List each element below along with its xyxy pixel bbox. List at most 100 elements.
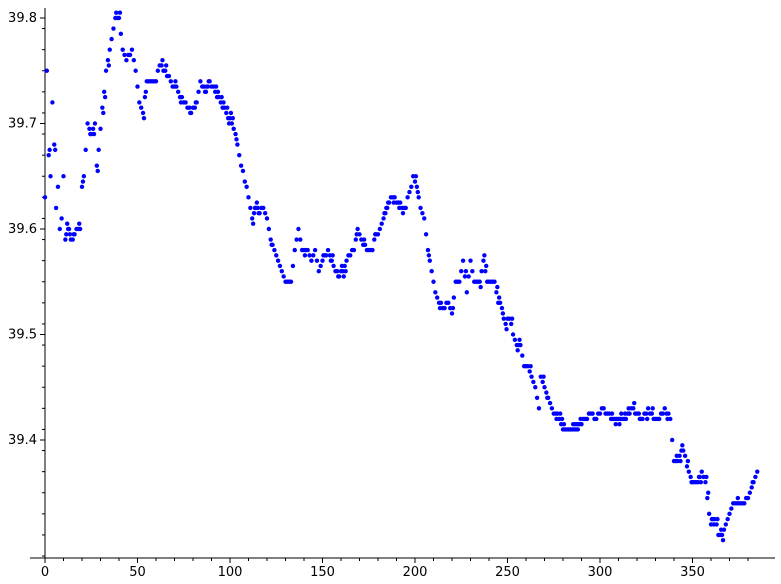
data-point <box>413 174 419 179</box>
data-point <box>348 253 353 258</box>
data-point <box>405 195 410 200</box>
data-point <box>484 263 489 269</box>
data-point <box>237 152 242 158</box>
data-point <box>320 258 325 263</box>
data-point <box>262 210 268 216</box>
data-point <box>619 411 624 416</box>
data-point <box>87 126 92 131</box>
data-point <box>481 258 486 263</box>
data-point <box>678 458 683 464</box>
data-point <box>55 184 61 189</box>
y-tick-label: 39.4 <box>8 433 37 448</box>
data-point <box>272 247 277 253</box>
data-point <box>102 89 107 95</box>
data-point <box>254 200 260 205</box>
data-point <box>85 121 90 126</box>
data-point <box>466 274 471 279</box>
data-point <box>753 474 758 480</box>
data-point <box>668 416 673 422</box>
data-point <box>681 448 686 453</box>
data-point <box>101 110 106 116</box>
data-point <box>529 374 534 379</box>
data-point <box>242 179 247 184</box>
data-point <box>504 327 509 332</box>
data-point <box>463 269 469 274</box>
data-point <box>72 232 77 237</box>
data-point <box>67 232 73 237</box>
data-point <box>594 416 599 422</box>
data-point <box>372 237 377 242</box>
data-point <box>462 274 468 279</box>
data-point <box>688 474 693 480</box>
data-point <box>632 400 637 406</box>
data-point <box>427 258 432 263</box>
data-point <box>188 110 194 116</box>
data-point <box>649 411 654 416</box>
data-point <box>94 163 100 168</box>
data-point <box>541 374 546 379</box>
data-point <box>142 94 148 100</box>
data-point <box>292 247 297 253</box>
data-point <box>609 411 615 416</box>
data-point <box>294 237 299 242</box>
data-point <box>281 274 286 279</box>
data-point <box>644 416 650 422</box>
data-point <box>520 353 525 358</box>
data-point <box>95 168 100 174</box>
data-point <box>495 284 500 290</box>
data-point <box>235 142 240 147</box>
data-point <box>403 205 408 211</box>
data-point <box>135 84 140 89</box>
data-point <box>257 210 262 216</box>
data-point <box>91 131 97 137</box>
data-point <box>318 263 323 269</box>
data-point <box>98 126 103 131</box>
data-point <box>682 453 688 459</box>
data-point <box>742 501 747 506</box>
x-tick-label: 50 <box>129 565 146 580</box>
data-point <box>751 480 756 485</box>
data-point <box>155 68 161 73</box>
data-point <box>248 205 253 211</box>
data-point <box>540 379 545 385</box>
data-point <box>355 226 360 232</box>
y-tick-label: 39.7 <box>8 117 37 132</box>
data-point <box>92 121 98 126</box>
data-point <box>163 68 168 73</box>
data-point <box>640 416 645 422</box>
data-point <box>336 274 342 279</box>
data-point <box>290 263 296 269</box>
data-point <box>83 147 88 153</box>
data-point <box>645 406 651 411</box>
data-point <box>66 226 72 232</box>
y-tick-label: 39.5 <box>8 328 37 343</box>
data-point <box>81 174 87 179</box>
data-point <box>749 485 754 490</box>
data-point <box>684 464 690 469</box>
data-point <box>250 216 255 221</box>
data-point <box>494 290 499 295</box>
data-point <box>213 84 219 89</box>
x-tick-label: 150 <box>310 565 335 580</box>
data-point <box>47 147 52 153</box>
data-point <box>482 253 487 258</box>
data-point <box>518 342 523 348</box>
data-point <box>755 469 760 474</box>
data-point <box>597 411 603 416</box>
data-point <box>460 258 466 263</box>
data-point <box>720 538 726 543</box>
data-point <box>680 443 685 448</box>
data-point <box>416 195 421 200</box>
data-point <box>100 105 105 110</box>
data-point <box>531 379 536 385</box>
data-point <box>343 269 348 274</box>
data-point <box>302 253 308 258</box>
data-point <box>330 253 335 258</box>
data-point <box>131 58 136 63</box>
tick-labels: 0 50 100 150 200 250 300 350 39.4 39.5 39.6 39.7 39.… <box>8 11 705 580</box>
data-point <box>298 237 303 242</box>
data-point <box>727 511 732 517</box>
data-point <box>288 279 294 284</box>
data-point <box>233 131 238 137</box>
data-point <box>207 79 212 84</box>
